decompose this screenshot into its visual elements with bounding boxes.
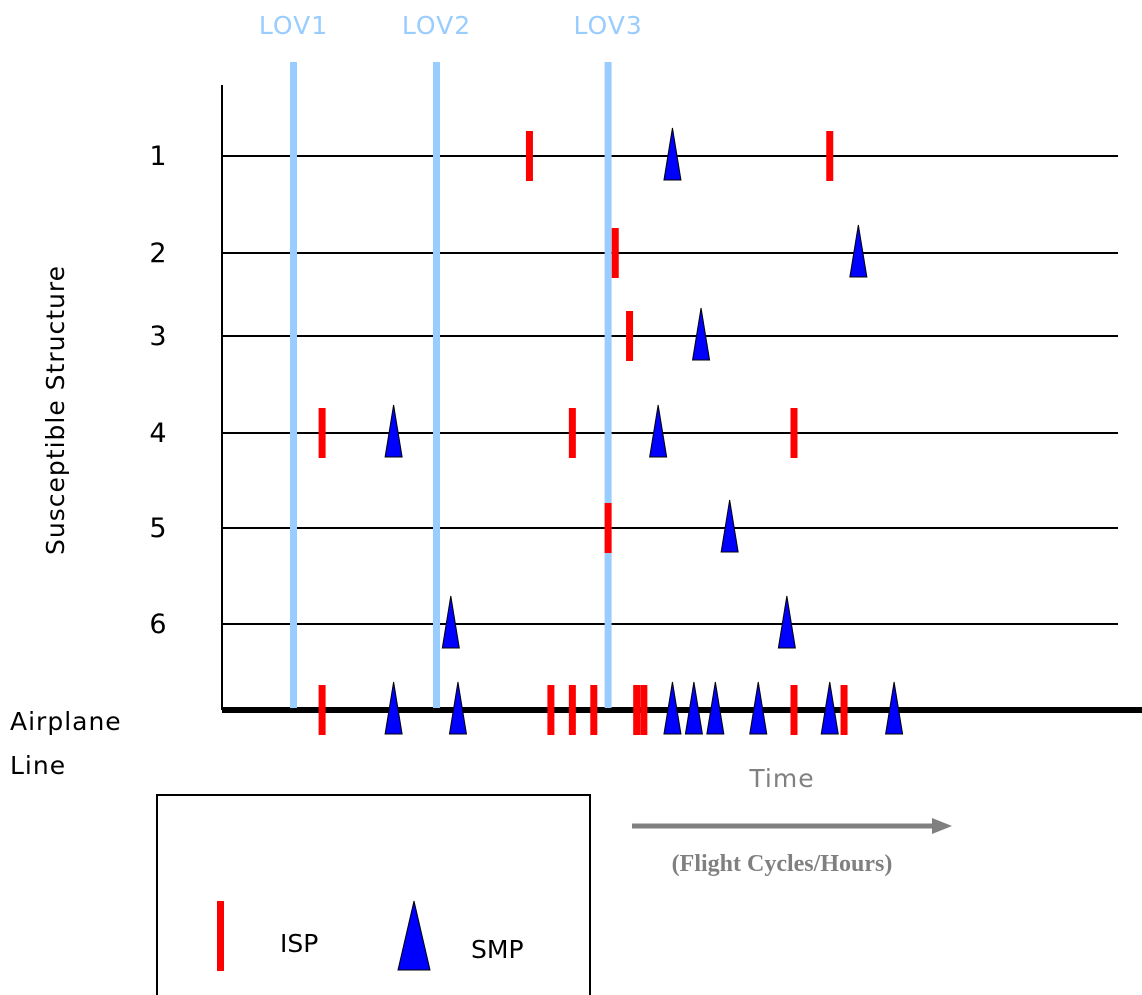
row-label-2: 2 — [149, 238, 166, 269]
isp-marker-row5-1 — [604, 503, 612, 553]
row-label-4: 4 — [149, 418, 166, 449]
rows-layer: 1 2 3 4 5 6 — [149, 141, 1118, 640]
row-label-5: 5 — [149, 513, 166, 544]
legend-isp-swatch — [217, 901, 224, 971]
legend: ISP SMP — [156, 794, 591, 995]
smp-marker-airplane-7 — [820, 681, 839, 735]
isp-marker-row4-1 — [318, 408, 326, 458]
smp-marker-airplane-3 — [663, 681, 682, 735]
smp-marker-airplane-5 — [706, 681, 725, 735]
x-axis-label: Time — [748, 764, 814, 793]
isp-marker-row1-1 — [525, 131, 533, 181]
smp-marker-row6-2 — [777, 595, 796, 649]
isp-marker-airplane-7 — [790, 685, 798, 735]
y-axis-label: Susceptible Structure — [41, 265, 70, 555]
lov-label-1: LOV1 — [259, 11, 328, 40]
smp-marker-row6-1 — [441, 595, 460, 649]
smp-marker-row3-1 — [691, 307, 711, 361]
lov-label-2: LOV2 — [402, 11, 471, 40]
isp-marker-airplane-6 — [640, 685, 648, 735]
isp-marker-row4-2 — [568, 408, 576, 458]
isp-marker-row4-3 — [790, 408, 798, 458]
row-label-1: 1 — [149, 141, 166, 172]
x-axis-units: (Flight Cycles/Hours) — [672, 851, 893, 877]
row-label-3: 3 — [149, 321, 166, 352]
legend-smp-swatch — [397, 900, 431, 971]
isp-marker-row1-2 — [826, 131, 834, 181]
isp-marker-airplane-3 — [568, 685, 576, 735]
isp-marker-airplane-8 — [840, 685, 848, 735]
airplane-line-label-1: Airplane — [10, 707, 122, 736]
lov-label-3: LOV3 — [573, 11, 642, 40]
lov-layer: LOV1 LOV2 LOV3 — [259, 11, 642, 708]
isp-marker-row3-1 — [626, 311, 634, 361]
smp-marker-row4-2 — [649, 404, 668, 458]
legend-isp-label: ISP — [280, 929, 318, 958]
smp-marker-airplane-2 — [448, 681, 468, 735]
time-arrow — [632, 818, 952, 834]
isp-marker-airplane-2 — [547, 685, 555, 735]
row-label-6: 6 — [149, 609, 166, 640]
smp-marker-airplane-8 — [885, 681, 904, 735]
smp-marker-row4-1 — [384, 404, 403, 458]
smp-marker-airplane-1 — [384, 681, 403, 735]
smp-marker-row5-1 — [720, 499, 739, 553]
smp-marker-airplane-4 — [684, 681, 703, 735]
legend-smp-label: SMP — [471, 935, 524, 964]
time-arrow-head — [932, 818, 952, 834]
legend-box — [156, 794, 591, 995]
isp-marker-airplane-4 — [590, 685, 598, 735]
marks-layer — [318, 127, 904, 735]
smp-marker-row2-1 — [849, 224, 868, 278]
isp-marker-airplane-5 — [633, 685, 641, 735]
smp-marker-airplane-6 — [749, 681, 768, 735]
airplane-line-label-2: Line — [10, 751, 66, 780]
smp-marker-row1-1 — [663, 127, 682, 181]
isp-marker-airplane-1 — [318, 685, 326, 735]
isp-marker-row2-1 — [611, 228, 619, 278]
